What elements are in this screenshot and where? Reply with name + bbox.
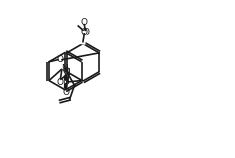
Text: O: O xyxy=(81,27,88,36)
Text: O: O xyxy=(56,55,63,64)
Text: O: O xyxy=(82,28,89,37)
Text: O: O xyxy=(80,18,87,27)
Text: N: N xyxy=(63,68,70,77)
Text: O: O xyxy=(57,78,64,87)
Text: O: O xyxy=(62,88,69,97)
Text: O: O xyxy=(62,67,69,76)
Text: N: N xyxy=(61,64,68,73)
Text: N: N xyxy=(63,77,69,86)
